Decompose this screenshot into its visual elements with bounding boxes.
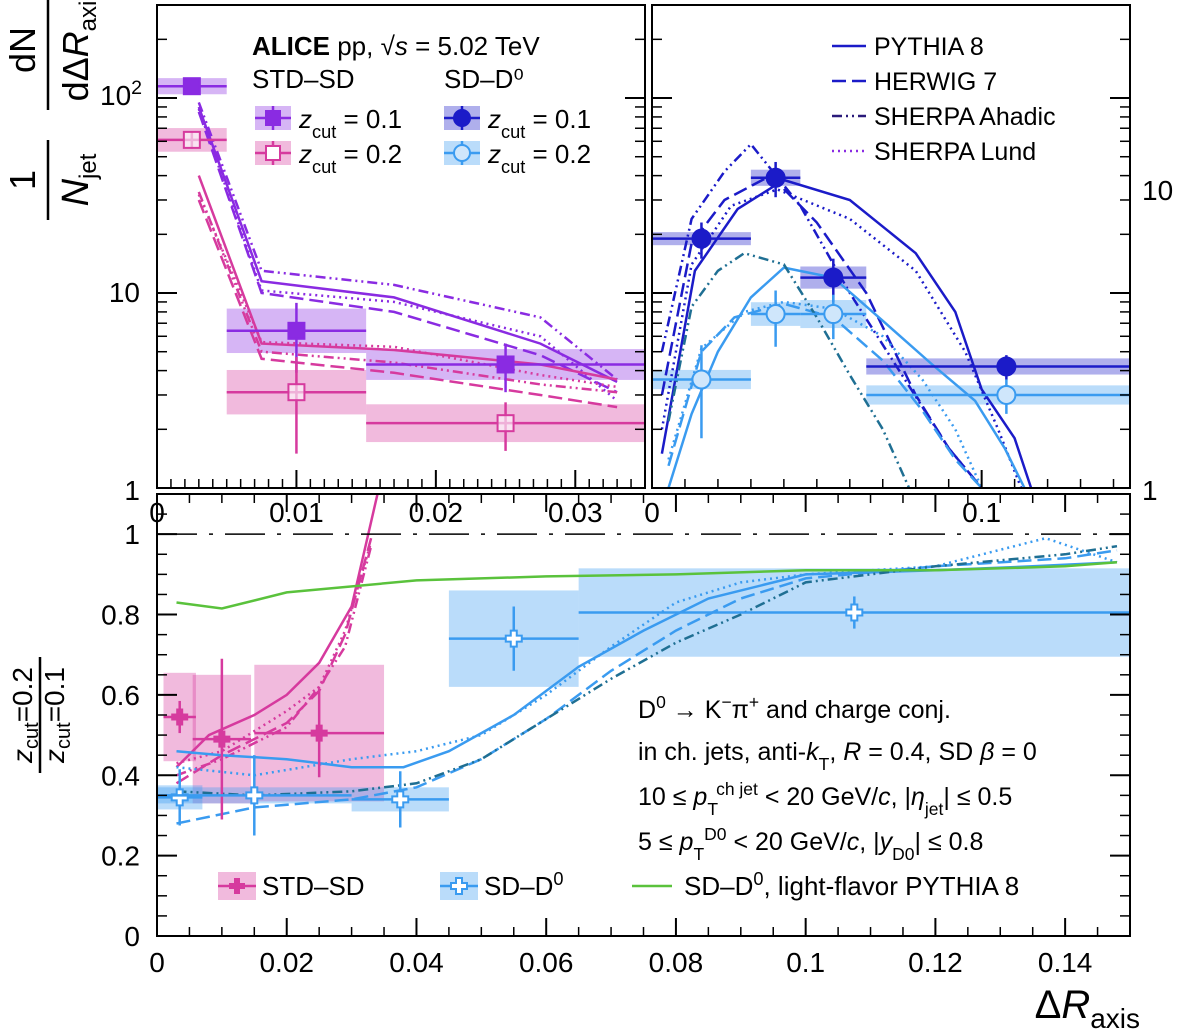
data-point [823,304,844,325]
model-curve [176,544,1118,797]
legend-marker [453,109,471,127]
x-tick-label: 0.12 [908,947,963,978]
x-axis-title: ΔRaxis [1035,983,1140,1032]
x-tick-label: 0.1 [962,497,1001,528]
model-curve [197,106,618,384]
data-point [287,383,306,402]
y-tick-label: 0.6 [101,680,140,711]
model-curve [176,561,1118,610]
model-curve [197,111,618,394]
data-point [182,130,201,149]
top-y-axis-title: 1 Njet dN dΔRaxis [2,0,102,220]
legend-marker [450,877,468,895]
model-curve [660,188,1023,489]
legend-marker [453,144,471,162]
model-curve [176,545,373,777]
model-curve [197,108,618,402]
annotation: 10 ≤ pTch jet < 20 GeV/c, |ηjet| ≤ 0.5 [638,779,1012,819]
x-tick-label: 0 [644,497,660,528]
y-tick-label: 1 [1142,475,1158,506]
x-tick-label: 0.02 [259,947,314,978]
axis-title-part: Njet [55,153,102,206]
x-tick-label: 0.08 [649,947,704,978]
data-point [287,321,306,340]
y-tick-label: 0.8 [101,600,140,631]
panel-frame [156,4,646,489]
annotation: in ch. jets, anti-kT, R = 0.4, SD β = 0 [638,738,1037,774]
legend-label: zcut = 0.2 [487,139,591,177]
x-tick-label: 0.06 [519,947,574,978]
axes-layer [156,4,1131,937]
panel-frame [651,4,1131,489]
y-tick-label: 0.2 [101,841,140,872]
annotation: 5 ≤ pTD0 < 20 GeV/c, |yD0| ≤ 0.8 [638,824,983,864]
data-point [996,384,1017,405]
data-point [310,724,328,742]
legend-label: SHERPA Lund [874,138,1036,166]
data-point [823,267,844,288]
legend-marker [265,110,281,126]
legend-label: SD–D0, light-flavor PYTHIA 8 [684,869,1019,901]
model-curve [197,199,618,409]
legend-label: HERWIG 7 [874,68,997,96]
data-point [245,786,264,805]
legend-label: PYTHIA 8 [874,33,984,61]
model-curve [660,174,983,489]
legend-label: zcut = 0.1 [487,104,591,142]
data-point [691,369,712,390]
data-point [845,603,864,622]
axis-title-part: 1 [2,170,43,190]
legend-header: SD–D⁰ [444,64,524,94]
annotation: D0 → K−π+ and charge conj. [638,692,951,724]
data-point [171,708,189,726]
model-curve [176,541,373,765]
axis-title-part: zcut=0.2 [7,667,43,764]
legend-label: SHERPA Ahadic [874,103,1056,131]
data-point [213,730,231,748]
data-point [996,356,1017,377]
legend-label: zcut = 0.2 [298,139,402,177]
y-tick-label: 1 [124,475,140,506]
model-curve [176,549,1118,825]
x-tick-label: 0.04 [389,947,444,978]
data-point [496,414,515,433]
model-curve [667,251,911,489]
legend-label: SD–D0 [484,869,563,901]
data-point [504,629,523,648]
x-tick-label: 0 [149,497,165,528]
model-curve [197,175,618,381]
y-tick-label: 10 [1142,175,1173,206]
model-curve [175,537,373,785]
model-curve [197,101,618,381]
data-point [691,228,712,249]
axis-title-part: dN [2,27,43,73]
axis-title-part: zcut=0.1 [39,667,75,764]
data-point [182,77,201,96]
legend-label: STD–SD [262,871,365,901]
legend-title: ALICE pp, √s = 5.02 TeV [252,31,540,61]
y-tick-label: 10 [109,277,140,308]
y-tick-label: 0.4 [101,760,140,791]
x-tick-label: 0.14 [1038,947,1093,978]
data-point [391,790,410,809]
axis-title-part: dΔRaxis [55,0,102,101]
x-tick-label: 0.02 [409,497,464,528]
x-tick-label: 0 [149,947,165,978]
x-tick-label: 0.01 [269,497,324,528]
data-point [765,304,786,325]
data-point [496,355,515,374]
x-tick-label: 0.1 [786,947,825,978]
legend-marker [265,145,281,161]
legend-header: STD–SD [252,64,355,94]
data-point [765,167,786,188]
y-tick-label: 102 [100,77,142,111]
y-tick-label: 0 [124,921,140,952]
data-points-layer [157,77,1130,836]
x-tick-label: 0.03 [548,497,603,528]
legend-label: zcut = 0.1 [298,104,402,142]
y-tick-label: 1 [124,519,140,550]
